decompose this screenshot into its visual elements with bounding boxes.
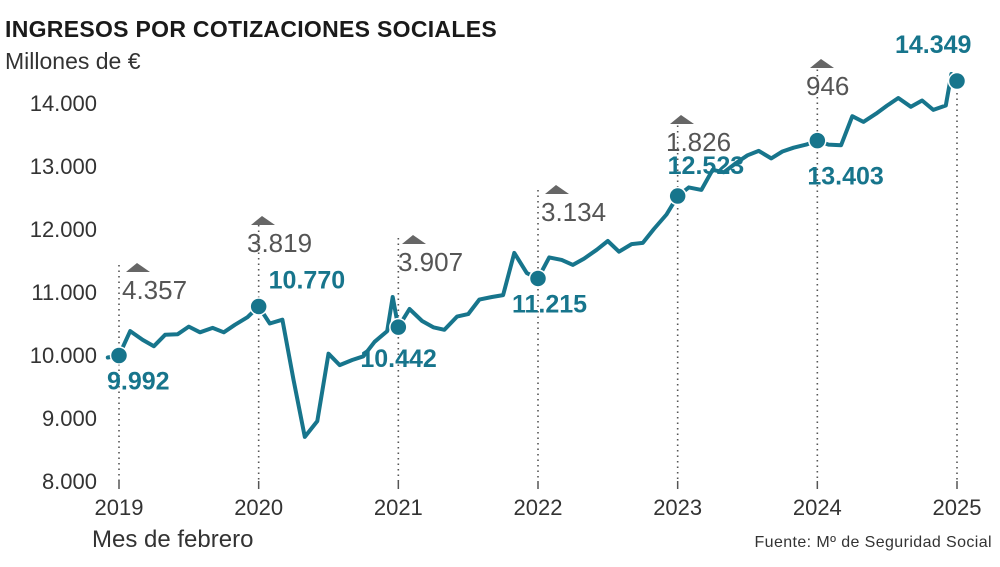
- data-point: [808, 131, 827, 150]
- value-label: 14.349: [895, 31, 971, 59]
- x-axis-label: Mes de febrero: [92, 526, 253, 553]
- chart-subtitle: Millones de €: [5, 48, 141, 74]
- change-label: 3.819: [247, 228, 312, 258]
- increase-arrow-icon: [670, 115, 694, 124]
- change-label: 946: [806, 71, 849, 101]
- x-tick-label: 2020: [234, 495, 283, 520]
- chart-title: INGRESOS POR COTIZACIONES SOCIALES: [5, 16, 497, 42]
- x-tick-label: 2021: [374, 495, 423, 520]
- value-label: 13.403: [807, 163, 883, 191]
- change-label: 4.357: [122, 275, 187, 305]
- data-point: [249, 297, 268, 316]
- increase-arrow-icon: [126, 263, 150, 272]
- value-label: 11.215: [512, 290, 587, 318]
- y-tick-label: 12.000: [30, 217, 97, 242]
- value-label: 10.770: [269, 266, 345, 294]
- value-label: 10.442: [360, 345, 436, 373]
- increase-arrow-icon: [402, 235, 426, 244]
- y-tick-label: 13.000: [30, 154, 97, 179]
- data-point: [947, 71, 967, 91]
- increase-arrow-icon: [251, 216, 275, 225]
- x-axis: 2019 2020 2021 2022 2023 2024 2025: [95, 481, 982, 520]
- data-point: [109, 346, 129, 365]
- y-tick-label: 11.000: [31, 280, 97, 305]
- value-label: 12.523: [668, 152, 744, 180]
- x-tick-label: 2025: [933, 495, 982, 520]
- y-tick-label: 9.000: [42, 406, 97, 431]
- x-tick-label: 2023: [653, 495, 702, 520]
- change-label: 3.907: [398, 247, 463, 277]
- increase-arrow-icon: [545, 185, 569, 194]
- value-label: 9.992: [107, 368, 170, 396]
- data-point: [668, 186, 687, 206]
- y-tick-label: 14.000: [30, 91, 97, 116]
- change-label: 1.826: [666, 127, 731, 157]
- year-guides: [118, 64, 958, 481]
- series-line: [105, 72, 959, 439]
- x-tick-label: 2024: [793, 495, 842, 520]
- x-tick-label: 2022: [514, 495, 563, 520]
- annotation-labels: 9.992 4.357 10.770 3.819 10.442 3.907 11.215 3.…: [107, 31, 971, 395]
- annotated-points: [109, 71, 967, 365]
- source-note: Fuente: Mº de Seguridad Social: [754, 534, 992, 551]
- y-tick-label: 8.000: [42, 469, 97, 494]
- y-axis: 8.000 9.000 10.000 11.000 12.000 13.000 14.000: [30, 91, 97, 494]
- x-tick-label: 2019: [95, 495, 144, 520]
- data-point: [528, 269, 548, 288]
- change-label: 3.134: [541, 197, 606, 227]
- data-point: [389, 317, 408, 337]
- increase-arrow-icon: [810, 59, 834, 68]
- y-tick-label: 10.000: [30, 343, 97, 368]
